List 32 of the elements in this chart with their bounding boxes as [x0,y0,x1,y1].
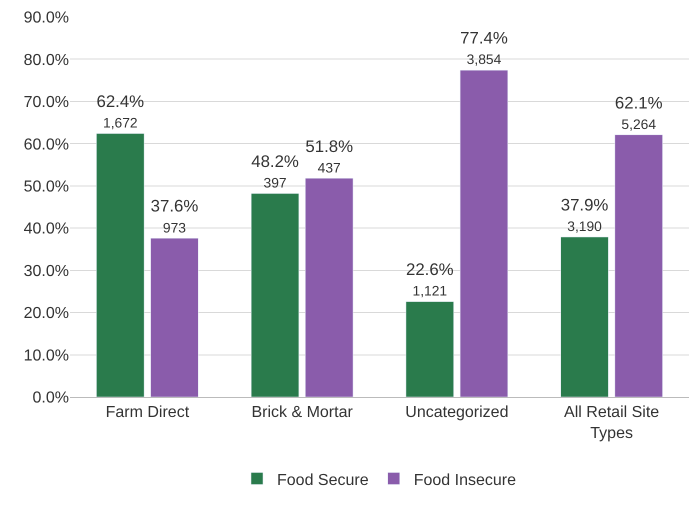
y-tick-label: 0.0% [32,390,69,407]
data-label: 77.4% 3,854 [460,28,508,68]
y-tick-label: 70.0% [24,94,69,112]
y-tick-label: 10.0% [24,347,69,364]
bar [614,134,663,397]
bar [250,193,300,397]
data-label: 48.2% 397 [251,152,299,191]
bar [150,238,199,397]
bar [305,178,354,397]
legend-label: Food Insecure [414,472,516,489]
data-label: 62.4% 1,672 [96,92,144,131]
y-tick-label: 60.0% [24,136,69,154]
x-tick-label: Farm Direct [106,404,190,422]
x-tick-label: All Retail Site Types [564,404,660,442]
bar [560,236,609,397]
bar [96,133,144,397]
data-label: 62.1% 5,264 [614,93,663,132]
data-label: 37.9% 3,190 [560,195,608,234]
y-tick-label: 90.0% [24,10,69,27]
y-tick-label: 50.0% [24,178,69,196]
bar [460,70,508,397]
data-label: 37.6% 973 [150,196,198,236]
y-tick-label: 20.0% [24,305,69,322]
y-tick-label: 30.0% [24,262,69,280]
x-tick-label: Brick & Mortar [251,404,354,422]
legend-label: Food Secure [277,472,369,489]
y-tick-label: 80.0% [24,52,69,69]
data-label: 22.6% 1,121 [406,260,454,299]
x-tick-label: Uncategorized [405,404,508,422]
y-tick-label: 40.0% [24,220,69,238]
data-label: 51.8% 437 [305,136,354,176]
bar [406,301,454,397]
